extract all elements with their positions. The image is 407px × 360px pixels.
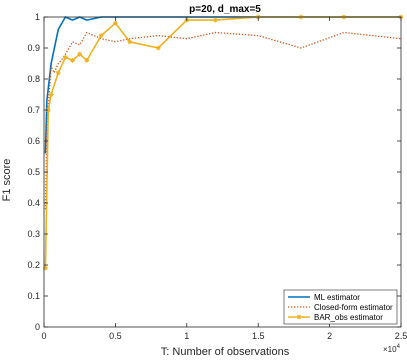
y-tick-label: 1 bbox=[35, 12, 40, 22]
y-tick-label: 0.7 bbox=[27, 105, 40, 115]
x-tick-label: 2.5 bbox=[395, 331, 407, 341]
y-tick-label: 0.9 bbox=[27, 43, 40, 53]
legend-label: Closed-form estimator bbox=[314, 303, 393, 312]
data-point bbox=[84, 58, 90, 63]
x-axis-exponent-power: 4 bbox=[397, 344, 401, 350]
y-tick-label: 0.8 bbox=[27, 74, 40, 84]
x-tick-label: 2 bbox=[327, 331, 332, 341]
data-point bbox=[70, 58, 75, 63]
x-axis-exponent: ×104 bbox=[383, 344, 401, 354]
data-point bbox=[77, 51, 83, 57]
x-axis-title: T: Number of observations bbox=[161, 346, 290, 358]
chart-title: p=20, d_max=5 bbox=[189, 4, 261, 15]
axes-group: 0 0.5 1 1.5 2 2.5 0 0.1 0.2 0.3 0.4 0.5 0.6 0.7 0.8 0.9… bbox=[27, 12, 407, 341]
legend-entry: ML estimator bbox=[288, 293, 360, 302]
data-point bbox=[48, 92, 54, 97]
data-point bbox=[113, 20, 118, 26]
series-line-1 bbox=[44, 31, 402, 210]
x-tick-label: 0.5 bbox=[109, 331, 122, 341]
legend-entry: Closed-form estimator bbox=[288, 303, 393, 312]
plot-area bbox=[44, 17, 401, 327]
data-point bbox=[63, 54, 68, 60]
y-tick-label: 0.6 bbox=[27, 136, 40, 146]
data-point bbox=[98, 33, 104, 38]
y-tick-label: 0.3 bbox=[27, 229, 40, 239]
x-axis-exponent-base: ×10 bbox=[383, 345, 397, 354]
y-axis-title: F1 score bbox=[1, 159, 13, 202]
y-tick-label: 0.2 bbox=[27, 260, 40, 270]
plot-background bbox=[44, 17, 401, 327]
y-tick-label: 0.1 bbox=[27, 291, 40, 301]
y-tick-label: 0.4 bbox=[27, 198, 40, 208]
legend-label: BAR_obs estimator bbox=[314, 313, 383, 322]
x-tick-label: 1 bbox=[184, 331, 189, 341]
data-point bbox=[55, 70, 61, 76]
legend-label: ML estimator bbox=[314, 293, 360, 302]
data-point bbox=[212, 17, 218, 23]
legend-box bbox=[283, 289, 398, 325]
y-tick-label: 0.5 bbox=[27, 167, 40, 177]
data-point bbox=[127, 39, 133, 45]
legend-entry: BAR_obs estimator bbox=[288, 313, 383, 322]
x-tick-label: 1.5 bbox=[252, 331, 265, 341]
y-tick-label: 0 bbox=[35, 322, 40, 332]
x-tick-label: 0 bbox=[41, 331, 46, 341]
data-point bbox=[155, 45, 161, 51]
